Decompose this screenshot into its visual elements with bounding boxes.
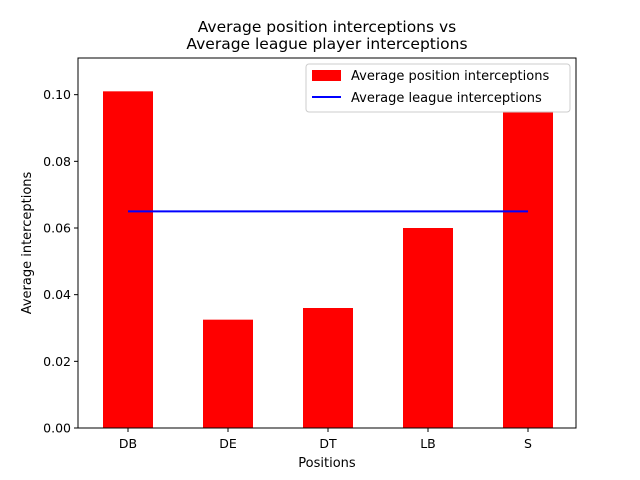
x-tick-label-s: S bbox=[524, 436, 532, 451]
y-tick-label: 0.08 bbox=[43, 154, 71, 169]
bar-series bbox=[103, 91, 553, 428]
y-tick-label: 0.02 bbox=[43, 354, 71, 369]
legend-label-league-interceptions: Average league interceptions bbox=[351, 91, 542, 106]
plot-area-frame bbox=[77, 57, 577, 429]
bar-db bbox=[103, 91, 153, 428]
y-tick-label: 0.10 bbox=[43, 87, 71, 102]
y-axis-ticks: 0.00 0.02 0.04 0.06 0.08 0.10 bbox=[43, 87, 78, 436]
chart-title-line-1: Average position interceptions vs bbox=[198, 18, 457, 36]
bar-lb bbox=[403, 228, 453, 428]
x-tick-label-dt: DT bbox=[319, 436, 337, 451]
x-axis-label: Positions bbox=[298, 456, 356, 471]
legend-box bbox=[305, 63, 571, 113]
legend-bar-swatch bbox=[312, 70, 341, 81]
bar-dt bbox=[303, 308, 353, 428]
chart-title-line-2: Average league player interceptions bbox=[186, 35, 467, 53]
y-tick-label: 0.06 bbox=[43, 221, 71, 236]
legend: Average position interceptions Average l… bbox=[305, 63, 571, 113]
y-tick-label: 0.00 bbox=[43, 421, 71, 436]
x-tick-label-lb: LB bbox=[420, 436, 436, 451]
x-tick-label-de: DE bbox=[219, 436, 237, 451]
x-axis-ticks: DB DE DT LB S bbox=[119, 428, 532, 451]
x-tick-label-db: DB bbox=[119, 436, 137, 451]
y-tick-label: 0.04 bbox=[43, 287, 71, 302]
bar-s bbox=[503, 111, 553, 428]
y-axis-label: Average interceptions bbox=[20, 171, 35, 314]
legend-label-position-interceptions: Average position interceptions bbox=[351, 69, 549, 84]
bar-de bbox=[203, 319, 253, 428]
